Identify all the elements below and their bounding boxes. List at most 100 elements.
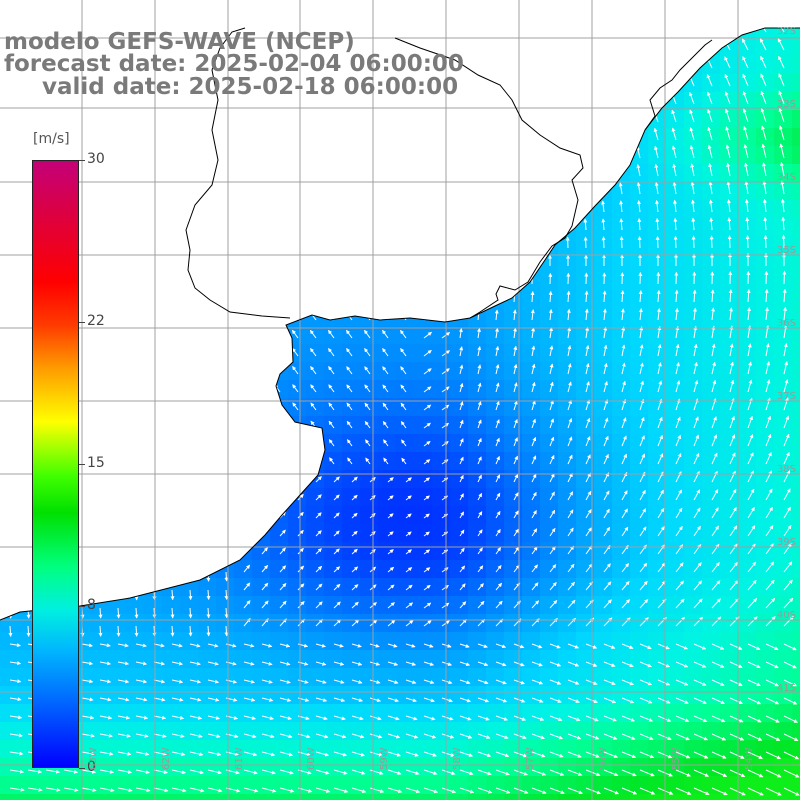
wind-arrow	[491, 59, 497, 69]
wind-arrow	[743, 125, 749, 141]
wind-arrow	[544, 28, 551, 33]
wind-speed-cell	[468, 704, 487, 723]
wind-speed-cell	[558, 110, 577, 129]
colorbar-tick	[79, 605, 85, 607]
wind-arrow	[564, 165, 569, 177]
wind-arrow	[399, 293, 407, 303]
wind-speed-cell	[18, 794, 37, 800]
wind-speed-cell	[288, 740, 307, 759]
wind-arrow	[780, 198, 785, 213]
wind-speed-cell	[126, 776, 145, 795]
wind-arrow	[778, 90, 785, 105]
wind-arrow	[81, 472, 87, 483]
wind-arrow	[531, 381, 536, 393]
wind-speed-cell	[270, 758, 289, 777]
wind-speed-cell	[306, 128, 325, 147]
wind-speed-cell	[540, 650, 559, 669]
wind-arrow	[183, 203, 191, 213]
wind-speed-cell	[738, 488, 757, 507]
wind-speed-cell	[90, 218, 109, 237]
wind-speed-cell	[360, 578, 379, 597]
wind-speed-cell	[756, 362, 775, 381]
wind-arrow	[3, 203, 11, 213]
wind-arrow	[546, 111, 551, 123]
wind-speed-cell	[774, 650, 793, 669]
wind-speed-cell	[396, 110, 415, 129]
wind-speed-cell	[396, 308, 415, 327]
wind-arrow	[147, 239, 155, 249]
wind-speed-cell	[468, 650, 487, 669]
wind-arrow	[585, 399, 591, 411]
wind-speed-cell	[396, 506, 415, 525]
wind-speed-cell	[468, 110, 487, 129]
wind-arrow	[600, 182, 605, 195]
wind-arrow	[747, 307, 752, 321]
wind-speed-cell	[252, 722, 271, 741]
wind-speed-cell	[486, 452, 505, 471]
wind-arrow	[129, 419, 137, 429]
wind-speed-cell	[306, 290, 325, 309]
wind-arrow	[291, 239, 299, 249]
wind-speed-cell	[360, 434, 379, 453]
wind-speed-cell	[396, 794, 415, 800]
wind-speed-cell	[288, 272, 307, 291]
wind-speed-cell	[774, 794, 793, 800]
wind-arrow	[134, 625, 139, 637]
colorbar-tick-label: 30	[87, 151, 105, 167]
wind-speed-cell	[558, 578, 577, 597]
wind-arrow	[170, 607, 175, 619]
wind-speed-cell	[630, 290, 649, 309]
wind-arrow	[782, 288, 787, 303]
wind-speed-cell	[90, 380, 109, 399]
wind-arrow	[620, 308, 625, 321]
wind-speed-cell	[594, 362, 613, 381]
wind-speed-cell	[630, 38, 649, 57]
wind-speed-cell	[432, 110, 451, 129]
wind-arrow	[765, 397, 771, 411]
wind-speed-cell	[144, 722, 163, 741]
wind-speed-cell	[234, 146, 253, 165]
wind-speed-cell	[144, 272, 163, 291]
wind-speed-cell	[720, 326, 739, 345]
wind-arrow	[473, 59, 479, 69]
wind-speed-cell	[522, 434, 541, 453]
longitude-label: 60W	[306, 747, 317, 770]
wind-arrow	[693, 307, 697, 321]
wind-speed-cell	[378, 110, 397, 129]
wind-arrow	[600, 128, 605, 141]
wind-arrow	[618, 164, 623, 177]
wind-speed-cell	[396, 28, 415, 39]
wind-speed-cell	[144, 434, 163, 453]
wind-speed-cell	[144, 416, 163, 435]
wind-speed-cell	[612, 542, 631, 561]
wind-speed-cell	[216, 308, 235, 327]
wind-speed-cell	[90, 560, 109, 579]
wind-speed-cell	[486, 344, 505, 363]
wind-arrow	[22, 150, 29, 159]
wind-speed-cell	[144, 290, 163, 309]
wind-speed-cell	[468, 758, 487, 777]
wind-speed-cell	[594, 506, 613, 525]
wind-speed-cell	[360, 146, 379, 165]
wind-speed-cell	[252, 236, 271, 255]
wind-speed-cell	[90, 776, 109, 795]
wind-arrow	[201, 383, 209, 393]
wind-speed-cell	[756, 560, 775, 579]
wind-arrow	[477, 400, 482, 411]
wind-speed-cell	[162, 614, 181, 633]
wind-speed-cell	[720, 776, 739, 795]
wind-speed-cell	[738, 344, 757, 363]
wind-speed-cell	[396, 722, 415, 741]
wind-speed-cell	[504, 254, 523, 273]
wind-speed-cell	[720, 668, 739, 687]
wind-speed-cell	[648, 434, 667, 453]
wind-speed-cell	[684, 488, 703, 507]
wind-speed-cell	[198, 506, 217, 525]
wind-speed-cell	[558, 488, 577, 507]
wind-speed-cell	[774, 596, 793, 615]
wind-speed-cell	[126, 290, 145, 309]
wind-speed-cell	[378, 704, 397, 723]
wind-speed-cell	[576, 290, 595, 309]
wind-speed-cell	[360, 110, 379, 129]
wind-speed-cell	[504, 344, 523, 363]
